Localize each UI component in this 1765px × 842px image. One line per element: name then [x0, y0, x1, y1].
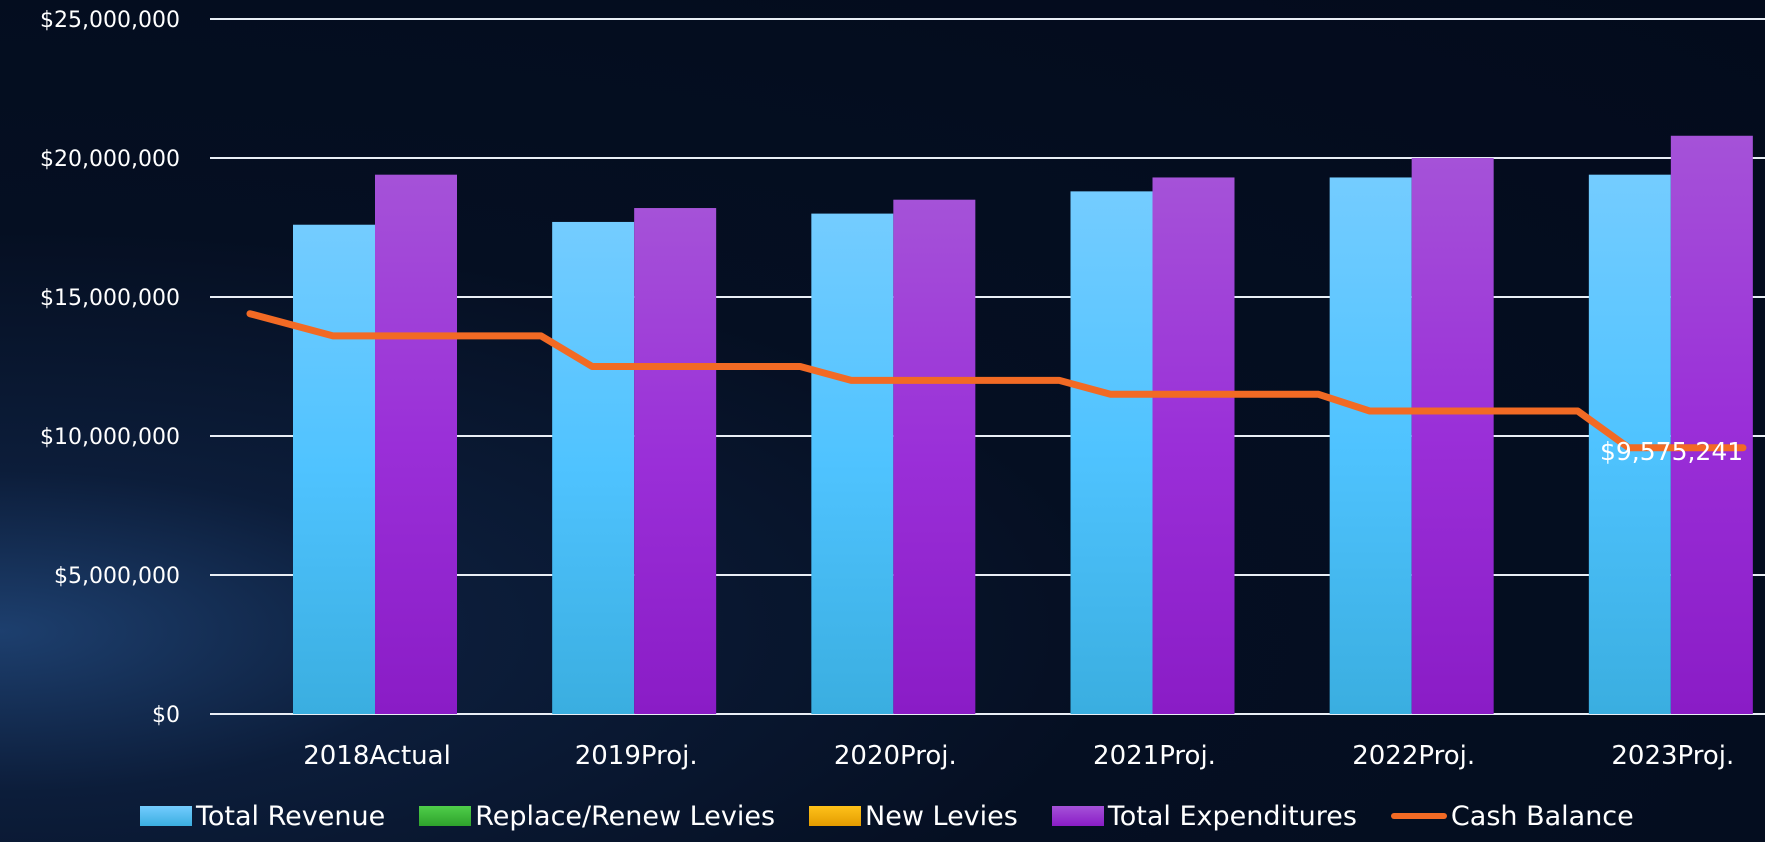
- x-category-label: 2023Proj.: [1611, 741, 1734, 771]
- x-axis-category-labels: 2018Actual 2019Proj. 2020Proj. 2021Proj. 202…: [303, 741, 1734, 771]
- legend-label-cash-balance: Cash Balance: [1450, 800, 1634, 832]
- y-tick-label: $5,000,000: [54, 564, 180, 589]
- y-axis-tick-labels: $0 $5,000,000 $10,000,000 $15,000,000 $20,00…: [40, 8, 180, 728]
- bar-total-revenue: [811, 213, 894, 714]
- legend-item-new-levies: New Levies: [809, 801, 1018, 832]
- legend: Total Revenue Replace/Renew Levies New L…: [140, 796, 1634, 836]
- bar-total-expenditures: [375, 174, 457, 714]
- legend-label-total-expenditures: Total Expenditures: [1107, 800, 1357, 832]
- legend-label-new-levies: New Levies: [865, 800, 1018, 832]
- bar-total-revenue: [1329, 177, 1412, 714]
- bar-total-expenditures: [1152, 177, 1235, 714]
- bar-total-revenue: [1070, 191, 1153, 715]
- x-category-label: 2021Proj.: [1093, 741, 1216, 771]
- cash-balance-data-label: $9,575,241: [1600, 437, 1743, 466]
- y-tick-label: $25,000,000: [40, 8, 180, 33]
- y-tick-label: $10,000,000: [40, 425, 180, 450]
- legend-swatch-new-levies: [809, 806, 862, 826]
- legend-swatch-replace-renew-levies: [419, 806, 472, 826]
- bar-total-expenditures: [634, 208, 717, 715]
- bar-total-revenue: [293, 224, 375, 714]
- legend-item-total-expenditures: Total Expenditures: [1051, 800, 1357, 832]
- y-tick-label: $15,000,000: [40, 286, 180, 311]
- annotations: $9,575,241: [1600, 437, 1743, 466]
- legend-swatch-total-revenue: [140, 806, 192, 826]
- legend-label-replace-renew-levies: Replace/Renew Levies: [475, 800, 776, 832]
- bar-total-expenditures: [1670, 135, 1753, 714]
- y-tick-label: $20,000,000: [40, 147, 180, 172]
- x-category-label: 2022Proj.: [1352, 741, 1475, 771]
- legend-item-replace-renew-levies: Replace/Renew Levies: [419, 801, 775, 832]
- x-category-label: 2018Actual: [303, 741, 451, 771]
- grid-lines: [210, 18, 1765, 715]
- x-category-label: 2019Proj.: [575, 741, 698, 771]
- cash-balance-line: [246, 310, 1747, 452]
- bar-total-revenue: [552, 221, 635, 714]
- legend-swatch-cash-balance: [1390, 813, 1447, 819]
- bar-total-expenditures: [893, 199, 976, 714]
- bars: [293, 135, 1753, 715]
- legend-label-total-revenue: Total Revenue: [196, 800, 386, 832]
- cash-balance-line-layer: [246, 310, 1747, 452]
- legend-item-cash-balance: Cash Balance: [1390, 800, 1634, 832]
- legend-item-total-revenue: Total Revenue: [140, 801, 385, 832]
- x-category-label: 2020Proj.: [834, 741, 957, 771]
- legend-swatch-total-expenditures: [1051, 806, 1104, 826]
- bar-total-expenditures: [1411, 158, 1494, 714]
- y-tick-label: $0: [152, 703, 180, 728]
